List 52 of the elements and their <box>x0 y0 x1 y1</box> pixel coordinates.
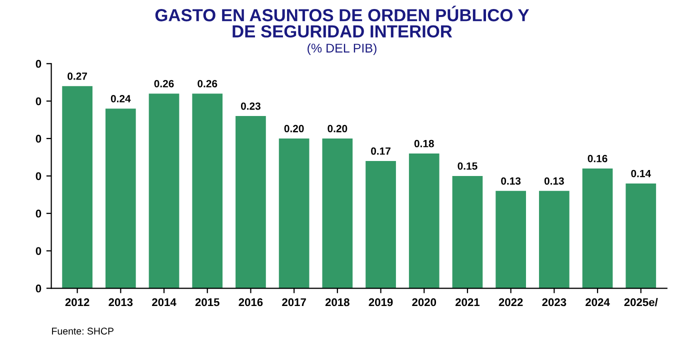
data-label: 0.24 <box>110 94 131 102</box>
data-label: 0.16 <box>588 154 608 162</box>
x-tick-label: 2014 <box>152 298 176 306</box>
x-tick-label: 2020 <box>412 298 436 306</box>
x-tick-label: 2015 <box>195 298 220 306</box>
source-note: Fuente: SHCP <box>52 328 114 335</box>
bar <box>408 153 440 288</box>
data-label: 0.14 <box>631 170 651 178</box>
data-label: 0.15 <box>458 162 478 170</box>
data-label: 0.20 <box>284 124 304 132</box>
data-label: 0.26 <box>198 80 218 88</box>
x-tick-label: 2023 <box>542 298 566 306</box>
bar <box>366 160 396 288</box>
bar <box>236 116 266 288</box>
bar <box>105 108 136 288</box>
x-tick-label: 2025e/ <box>624 298 658 306</box>
y-tick-label: 0 <box>36 60 42 68</box>
y-tick-label: 0 <box>36 134 42 143</box>
x-tick-label: 2021 <box>456 298 480 306</box>
bar <box>148 94 180 288</box>
x-tick-label: 2024 <box>586 298 610 306</box>
x-tick-label: 2018 <box>325 298 350 306</box>
x-tick-label: 2022 <box>498 298 523 306</box>
data-label: 0.13 <box>501 177 521 185</box>
x-tick-label: 2013 <box>108 298 133 306</box>
data-label: 0.18 <box>414 140 434 148</box>
x-tick-label: 2012 <box>65 298 90 306</box>
y-tick-label: 0 <box>36 247 42 255</box>
bar <box>192 94 223 288</box>
y-tick-label: 0 <box>36 172 42 180</box>
y-tick-label: 0 <box>36 210 42 218</box>
bar <box>278 138 310 288</box>
bar <box>496 190 526 288</box>
data-label: 0.27 <box>68 72 87 80</box>
chart-subtitle: (% DEL PIB) <box>308 43 376 56</box>
data-label: 0.20 <box>328 124 348 132</box>
y-tick-label: 0 <box>36 97 42 106</box>
data-label: 0.13 <box>544 177 564 185</box>
data-label: 0.26 <box>154 80 174 88</box>
x-tick-label: 2019 <box>368 298 393 306</box>
bar <box>626 183 656 288</box>
data-label: 0.23 <box>240 102 260 110</box>
x-tick-label: 2016 <box>238 298 263 306</box>
bar <box>62 86 92 288</box>
x-tick-label: 2017 <box>282 298 306 306</box>
bar <box>582 168 613 288</box>
y-tick-label: 0 <box>36 284 42 292</box>
chart-title: GASTO EN ASUNTOS DE ORDEN PÚBLICO Y DE SEGURIDAD INTERIOR <box>155 6 530 38</box>
data-label: 0.17 <box>371 147 390 155</box>
bar <box>539 190 570 288</box>
bar <box>322 138 353 288</box>
bar <box>452 176 483 288</box>
